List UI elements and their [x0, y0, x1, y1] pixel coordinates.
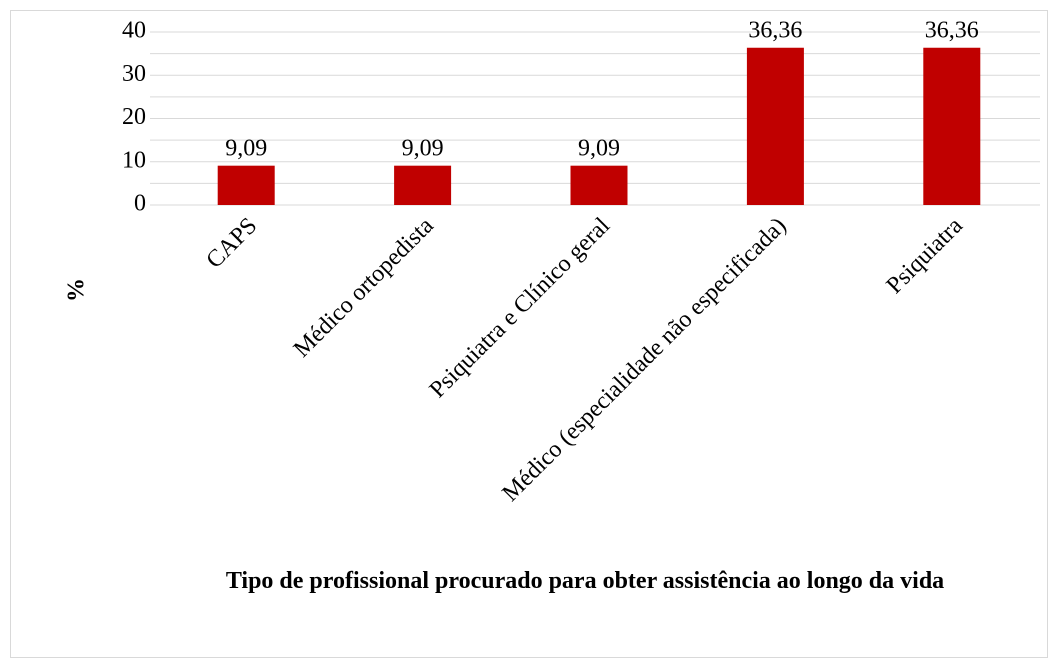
bar — [923, 47, 981, 206]
x-tick-label: CAPS — [201, 213, 262, 274]
y-tick-label: 30 — [122, 61, 146, 87]
x-tick-label: Médico ortopedista — [289, 213, 439, 363]
x-tick-label: Médico (especialidade não especificada) — [498, 213, 792, 507]
data-label: 9,09 — [225, 136, 267, 162]
x-tick-label: Psiquiatra — [882, 213, 969, 300]
bar — [746, 47, 804, 206]
chart-frame — [10, 10, 1048, 658]
y-tick-label: 40 — [122, 18, 146, 44]
bar — [394, 165, 452, 205]
data-label: 36,36 — [748, 18, 802, 44]
bar — [217, 165, 275, 205]
chart-title: Tipo de profissional procurado para obte… — [225, 568, 945, 594]
y-tick-label: 20 — [122, 104, 146, 130]
y-axis-label: % — [64, 278, 90, 302]
y-tick-label: 10 — [122, 147, 146, 173]
data-label: 9,09 — [578, 136, 620, 162]
bar — [570, 165, 628, 205]
y-tick-label: 0 — [134, 191, 146, 217]
data-label: 9,09 — [402, 136, 444, 162]
data-label: 36,36 — [925, 18, 979, 44]
x-tick-label: Psiquiatra e Clínico geral — [425, 213, 616, 404]
